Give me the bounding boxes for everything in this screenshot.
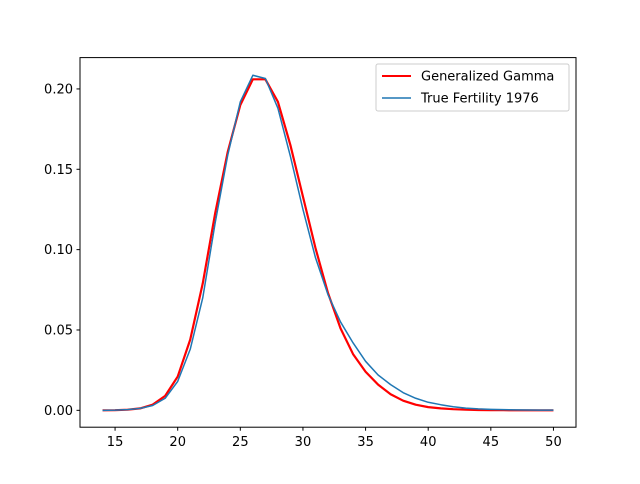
legend-box: [375, 63, 570, 112]
x-tick-label: 35: [357, 435, 374, 450]
series-line-1: [102, 74, 554, 412]
y-tick-label: 0.00: [44, 404, 73, 419]
x-tick-label: 25: [232, 435, 249, 450]
y-tick-label: 0.10: [44, 243, 73, 258]
legend: Generalized Gamma True Fertility 1976: [375, 63, 570, 112]
x-tick-label: 40: [420, 435, 437, 450]
axes-frame: [79, 57, 577, 428]
y-tick-label: 0.20: [44, 82, 73, 97]
y-tick-label: 0.15: [44, 163, 73, 178]
y-axis: 0.00 0.05 0.10 0.15 0.20: [44, 82, 80, 419]
x-tick-label: 30: [295, 435, 312, 450]
legend-label-true-fertility-1976: True Fertility 1976: [420, 92, 539, 107]
y-tick-label: 0.05: [44, 323, 73, 338]
legend-label-generalized-gamma: Generalized Gamma: [421, 70, 554, 85]
x-axis: 15 20 25 30 35 40 45 50: [107, 427, 562, 450]
x-tick-label: 45: [483, 435, 500, 450]
x-tick-label: 15: [107, 435, 124, 450]
x-tick-label: 50: [545, 435, 562, 450]
x-tick-label: 20: [169, 435, 186, 450]
plot-lines: [102, 74, 554, 412]
